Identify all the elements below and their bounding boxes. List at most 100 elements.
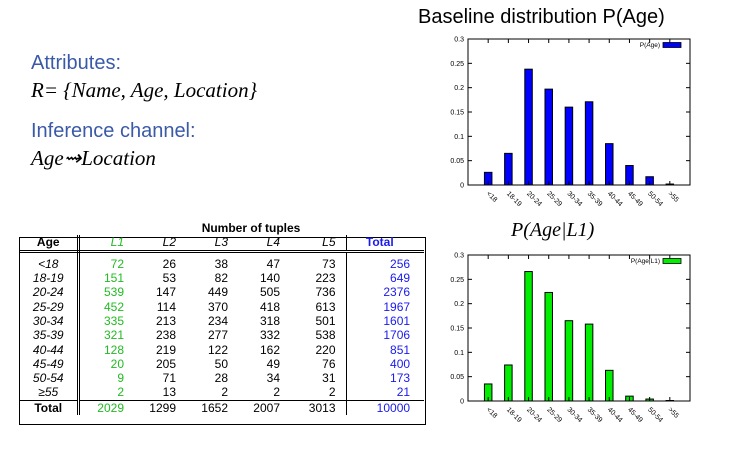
x-tick-label: <18: [485, 190, 498, 203]
x-tick-label: 45-49: [626, 190, 644, 208]
table-row: 18-19 151 53 82 140 223 649: [20, 270, 425, 286]
age-cell: <18: [20, 256, 80, 271]
total-cell: 1601: [345, 313, 425, 329]
bar: [584, 101, 594, 186]
bar: [605, 143, 614, 186]
age-cell: 35-39: [20, 328, 80, 343]
y-tick-label: 0.3: [454, 37, 464, 44]
tuples-table: Number of tuples Age L1 L2 L3 L4 L5 Total <18 7…: [20, 221, 425, 415]
total-cell: 173: [345, 370, 425, 386]
count-cell: 205: [155, 356, 176, 371]
count-cell: 38: [214, 256, 228, 271]
age-cell: ≥55: [20, 385, 80, 401]
count-cell: 2: [273, 385, 280, 400]
y-tick-label: 0.15: [450, 326, 464, 333]
count-cell: 128: [103, 342, 124, 357]
total-cell: 1706: [345, 328, 425, 343]
bar: [504, 152, 513, 186]
bar: [544, 291, 553, 402]
table-row: 45-49 20 205 50 49 76 400: [20, 356, 425, 371]
x-tick-label: <18: [485, 406, 498, 419]
x-tick-label: >55: [666, 190, 679, 203]
bar: [605, 369, 614, 402]
count-cell: 370: [207, 299, 228, 314]
table-title: Number of tuples: [201, 221, 301, 236]
column-header-0: Age: [20, 235, 80, 253]
count-cell: 452: [103, 299, 124, 314]
count-cell: 449: [207, 285, 228, 300]
count-cell: 53: [162, 271, 176, 286]
age-cell: 30-34: [20, 313, 80, 329]
count-cell: 47: [266, 256, 280, 271]
count-cell: 147: [155, 285, 176, 300]
count-cell: 238: [155, 328, 176, 343]
table-row: 50-54 9 71 28 34 31 173: [20, 370, 425, 386]
table-title-spacer: [20, 221, 78, 235]
legend-swatch: [662, 42, 682, 48]
count-cell: 736: [315, 285, 336, 300]
x-tick-label: >55: [666, 406, 679, 419]
bar: [524, 271, 533, 402]
table-row: 40-44 128 219 122 162 220 851: [20, 342, 425, 357]
bar: [564, 320, 574, 402]
count-cell: 505: [259, 285, 280, 300]
count-cell: 2029: [78, 399, 134, 415]
count-cell: 318: [259, 313, 280, 328]
count-cell: 223: [315, 271, 336, 286]
count-cell: 76: [322, 356, 336, 371]
count-cell: 31: [322, 371, 336, 386]
count-cell: 321: [103, 328, 124, 343]
age-cell: Total: [20, 399, 80, 415]
count-cell: 418: [259, 299, 280, 314]
count-cell: 501: [315, 313, 336, 328]
count-cell: 73: [322, 256, 336, 271]
count-cell: 2: [221, 385, 228, 400]
count-cell: 34: [266, 371, 280, 386]
plot-frame: [467, 38, 691, 186]
bar: [524, 68, 533, 186]
age-cell: 20-24: [20, 285, 80, 300]
age-cell: 40-44: [20, 342, 80, 357]
count-cell: 50: [214, 356, 228, 371]
y-tick-label: 0: [460, 183, 464, 190]
count-cell: 1299: [134, 399, 186, 415]
count-cell: 234: [207, 313, 228, 328]
count-cell: 28: [214, 371, 228, 386]
y-tick-label: 0.05: [450, 374, 464, 381]
x-tick-label: 50-54: [646, 406, 664, 424]
y-tick-label: 0: [460, 399, 464, 406]
count-cell: 49: [266, 356, 280, 371]
chart-conditional-l1: 0 0.05 0.1 0.15 0.2 0.25 0.3 <18 18-19 20-24 25-29…: [450, 253, 691, 424]
table-row: 30-34 335 213 234 318 501 1601: [20, 313, 425, 329]
x-tick-label: 45-49: [626, 406, 644, 424]
age-cell: 18-19: [20, 270, 80, 286]
chart-1-title-text: Baseline distribution P(Age): [418, 6, 665, 28]
count-cell: 72: [110, 256, 124, 271]
bar: [504, 364, 513, 402]
x-tick-label: 40-44: [606, 406, 624, 424]
plot-frame: [467, 254, 691, 402]
column-header-1: L1: [78, 235, 134, 253]
x-tick-label: 30-34: [565, 406, 583, 424]
count-cell: 213: [155, 313, 176, 328]
chart-2-title: P(Age|L1): [511, 219, 595, 241]
table-row: ≥55 2 13 2 2 2 21: [20, 385, 425, 401]
y-tick-label: 0.05: [450, 158, 464, 165]
y-tick-label: 0.3: [454, 253, 464, 260]
count-cell: 219: [155, 342, 176, 357]
count-cell: 151: [103, 271, 124, 286]
total-cell: 851: [345, 342, 425, 357]
x-tick-label: 25-29: [545, 406, 563, 424]
total-cell: 1967: [345, 299, 425, 314]
age-cell: 45-49: [20, 356, 80, 371]
table-header-row: Age L1 L2 L3 L4 L5 Total: [20, 235, 425, 253]
inference-channel: Age⇝Location: [31, 146, 156, 170]
relation-schema: R= {Name, Age, Location}: [31, 78, 257, 102]
spacer-cell: [20, 251, 80, 257]
count-cell: 82: [214, 271, 228, 286]
count-cell: 539: [103, 285, 124, 300]
x-tick-label: 35-39: [586, 406, 604, 424]
count-cell: 3013: [290, 399, 346, 415]
spacer-cell: [345, 251, 425, 257]
table-row: <18 72 26 38 47 73 256: [20, 256, 425, 271]
